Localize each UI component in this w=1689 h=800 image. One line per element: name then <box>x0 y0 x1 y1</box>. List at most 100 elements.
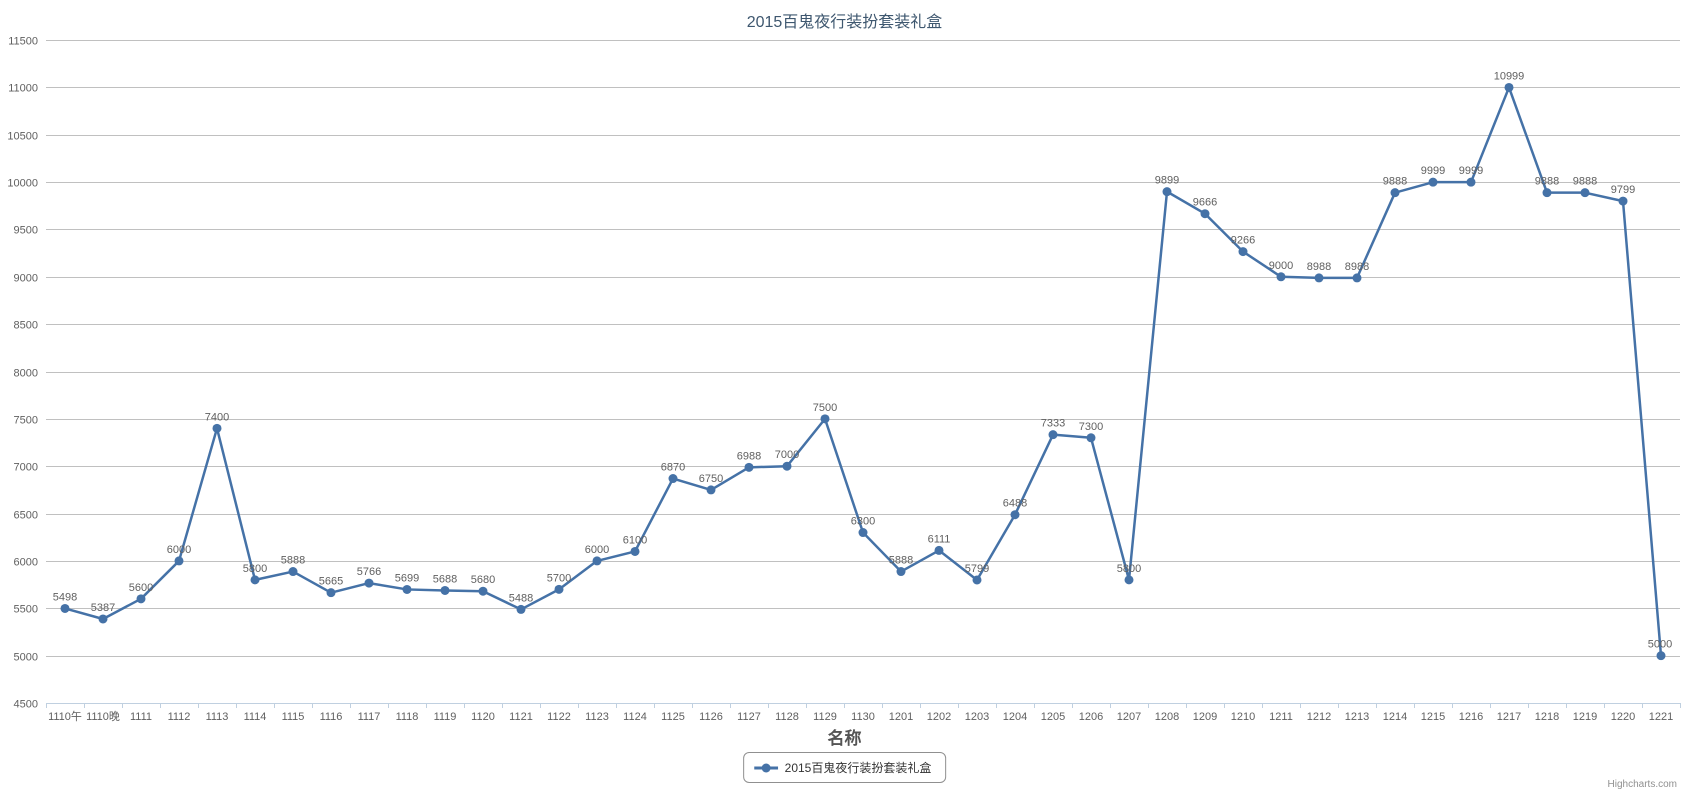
data-point[interactable] <box>516 604 526 614</box>
data-point[interactable] <box>744 462 754 472</box>
y-tick-label: 6500 <box>14 510 38 522</box>
data-point[interactable] <box>668 474 678 484</box>
data-point[interactable] <box>592 556 602 566</box>
data-point[interactable] <box>1276 272 1286 282</box>
x-tick-label: 1110午 <box>48 710 82 723</box>
data-point-label: 6750 <box>699 473 723 485</box>
y-tick-label: 6000 <box>14 557 38 569</box>
data-point[interactable] <box>1162 187 1172 197</box>
data-point[interactable] <box>1314 273 1324 283</box>
x-axis-labels: 1110午 1110晚 1111 1112 1113 1114 1115 1116 1117 11… <box>48 710 1673 723</box>
y-tick-label: 7500 <box>14 415 38 427</box>
x-tick-label: 1127 <box>737 711 761 723</box>
data-point[interactable] <box>402 584 412 594</box>
data-point[interactable] <box>1504 82 1514 92</box>
data-point[interactable] <box>60 603 70 613</box>
data-point[interactable] <box>250 575 260 585</box>
x-tick-label: 1126 <box>699 711 723 723</box>
data-point[interactable] <box>1238 247 1248 257</box>
data-point[interactable] <box>972 575 982 585</box>
x-tick-label: 1201 <box>889 711 913 723</box>
data-point[interactable] <box>1580 188 1590 198</box>
y-tick-label: 5000 <box>14 652 38 664</box>
data-point-label: 5800 <box>1117 563 1141 575</box>
data-point[interactable] <box>1390 188 1400 198</box>
data-point-label: 5766 <box>357 566 381 578</box>
x-tick-label: 1122 <box>547 711 571 723</box>
data-point-label: 9799 <box>1611 184 1635 196</box>
x-tick-label: 1217 <box>1497 711 1521 723</box>
x-tick-label: 1124 <box>623 711 647 723</box>
data-point-label: 5688 <box>433 573 457 585</box>
series-markers <box>60 82 1666 661</box>
data-point[interactable] <box>174 556 184 566</box>
data-point-label: 8988 <box>1307 261 1331 273</box>
x-tick-label: 1130 <box>851 711 875 723</box>
data-point[interactable] <box>1428 177 1438 187</box>
legend-marker-icon <box>753 763 778 772</box>
data-point[interactable] <box>630 546 640 556</box>
data-point[interactable] <box>896 567 906 577</box>
y-tick-label: 5500 <box>14 604 38 616</box>
data-point[interactable] <box>1656 651 1666 661</box>
x-tick-label: 1205 <box>1041 711 1065 723</box>
y-tick-label: 9000 <box>14 273 38 285</box>
data-point-label: 7300 <box>1079 421 1103 433</box>
data-point[interactable] <box>858 528 868 538</box>
data-point[interactable] <box>1048 430 1058 440</box>
data-point[interactable] <box>1200 209 1210 219</box>
x-tick-label: 1213 <box>1345 711 1369 723</box>
data-point[interactable] <box>782 461 792 471</box>
data-point-label: 9999 <box>1421 165 1445 177</box>
data-point[interactable] <box>1542 188 1552 198</box>
data-point[interactable] <box>934 545 944 555</box>
data-point[interactable] <box>478 586 488 596</box>
data-point-label: 7333 <box>1041 418 1065 430</box>
data-point[interactable] <box>288 567 298 577</box>
data-point[interactable] <box>554 584 564 594</box>
data-point-label: 7500 <box>813 402 837 414</box>
data-point[interactable] <box>1086 433 1096 443</box>
data-point[interactable] <box>1124 575 1134 585</box>
x-axis <box>46 703 1681 708</box>
highcharts-credit-link[interactable]: Highcharts.com <box>1607 779 1677 790</box>
xaxis-title: 名称 <box>827 729 862 748</box>
x-tick-label: 1221 <box>1649 711 1673 723</box>
data-point[interactable] <box>1010 510 1020 520</box>
legend-item[interactable]: 2015百鬼夜行装扮套装礼盒 <box>742 752 947 783</box>
data-point[interactable] <box>136 594 146 604</box>
data-point[interactable] <box>212 423 222 433</box>
legend-series-label: 2015百鬼夜行装扮套装礼盒 <box>784 761 932 775</box>
x-tick-label: 1212 <box>1307 711 1331 723</box>
x-tick-label: 1112 <box>168 711 191 723</box>
x-tick-label: 1128 <box>775 711 799 723</box>
data-point-label: 5387 <box>91 602 115 614</box>
data-point-label: 6111 <box>928 533 951 545</box>
data-point[interactable] <box>98 614 108 624</box>
data-point-label: 9888 <box>1573 176 1597 188</box>
data-point-label: 5498 <box>53 591 77 603</box>
data-point[interactable] <box>1466 177 1476 187</box>
data-point[interactable] <box>326 588 336 598</box>
data-point-label: 9666 <box>1193 197 1217 209</box>
data-point-label: 6100 <box>623 534 647 546</box>
x-tick-label: 1203 <box>965 711 989 723</box>
data-point[interactable] <box>1618 196 1628 206</box>
x-tick-label: 1211 <box>1269 711 1293 723</box>
y-tick-label: 11500 <box>8 36 38 48</box>
data-point[interactable] <box>364 578 374 588</box>
data-point[interactable] <box>706 485 716 495</box>
data-point-label: 6988 <box>737 450 761 462</box>
data-point[interactable] <box>1352 273 1362 283</box>
data-point-label: 5600 <box>129 582 153 594</box>
data-point[interactable] <box>440 585 450 595</box>
x-tick-label: 1209 <box>1193 711 1217 723</box>
y-tick-label: 11000 <box>8 83 38 95</box>
data-point[interactable] <box>820 414 830 424</box>
data-point-label: 9266 <box>1231 235 1255 247</box>
x-tick-label: 1115 <box>282 711 305 723</box>
x-tick-label: 1202 <box>927 711 951 723</box>
data-point-label: 5680 <box>471 574 495 586</box>
